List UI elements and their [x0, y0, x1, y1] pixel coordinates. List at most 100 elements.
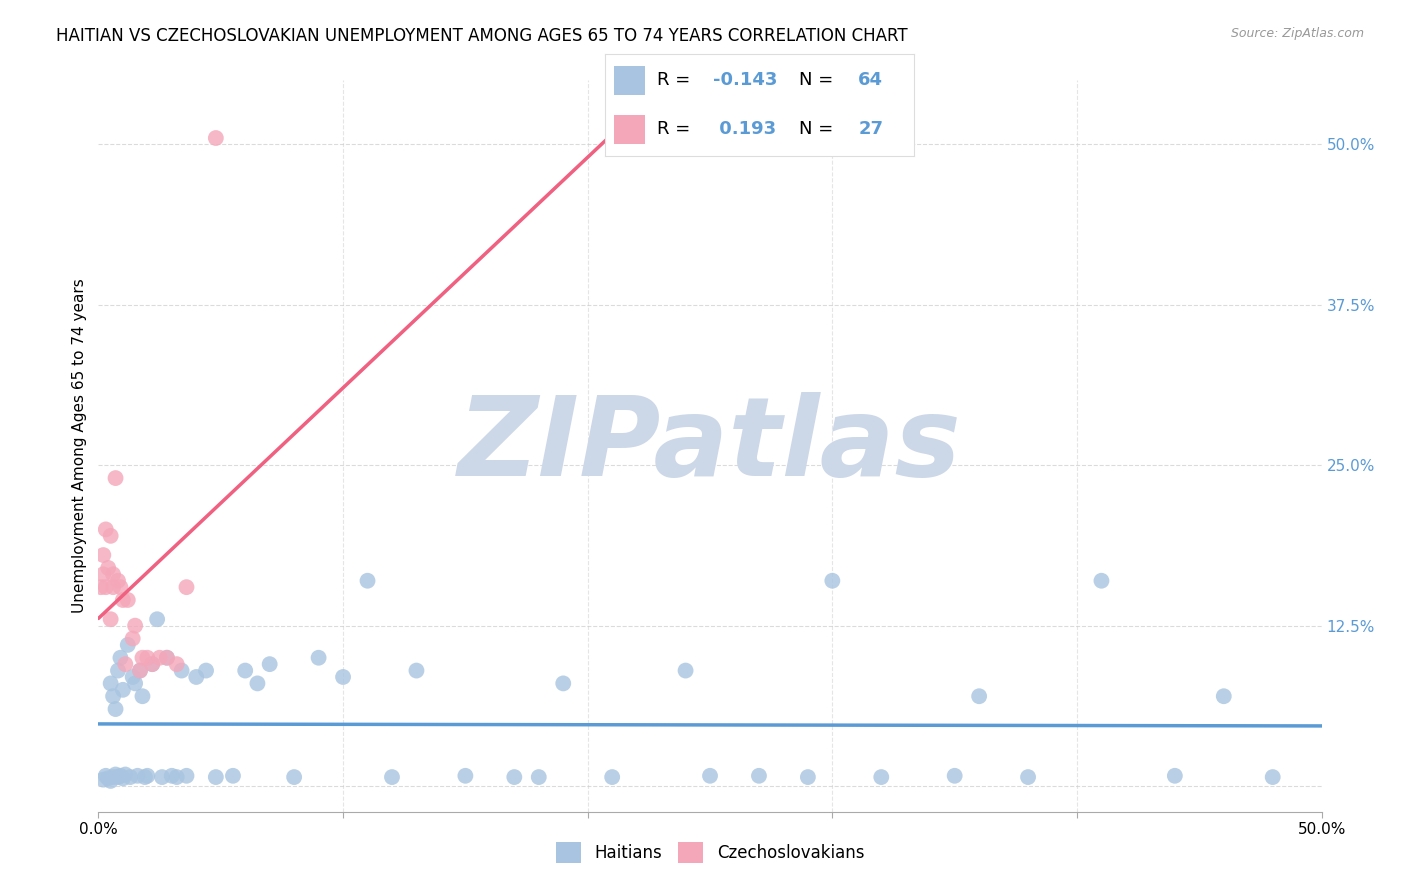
- Point: [141, 657, 163, 672]
- Point: [121, 670, 143, 684]
- Point: [107, 770, 129, 784]
- Point: [166, 657, 188, 672]
- Point: [356, 574, 378, 588]
- Point: [129, 664, 152, 678]
- Point: [308, 650, 330, 665]
- Point: [1017, 770, 1039, 784]
- Bar: [614, 115, 645, 144]
- Point: [1212, 690, 1234, 704]
- Point: [797, 770, 820, 784]
- Point: [205, 770, 228, 784]
- Point: [136, 650, 159, 665]
- Point: [259, 657, 281, 672]
- Point: [94, 769, 117, 783]
- Text: Source: ZipAtlas.com: Source: ZipAtlas.com: [1230, 27, 1364, 40]
- Point: [111, 682, 134, 697]
- Point: [131, 650, 153, 665]
- Point: [156, 650, 179, 665]
- Point: [110, 580, 132, 594]
- Legend: Haitians, Czechoslovakians: Haitians, Czechoslovakians: [550, 836, 870, 869]
- Point: [104, 767, 127, 781]
- Point: [100, 773, 122, 788]
- Point: [134, 770, 156, 784]
- Point: [943, 769, 966, 783]
- Text: 0.193: 0.193: [713, 120, 776, 138]
- Point: [156, 650, 179, 665]
- Point: [870, 770, 893, 784]
- Point: [405, 664, 427, 678]
- Point: [527, 770, 550, 784]
- Point: [1261, 770, 1284, 784]
- Point: [381, 770, 404, 784]
- Point: [150, 770, 173, 784]
- Y-axis label: Unemployment Among Ages 65 to 74 years: Unemployment Among Ages 65 to 74 years: [72, 278, 87, 614]
- Point: [91, 772, 114, 787]
- Point: [97, 772, 120, 786]
- Point: [91, 548, 114, 562]
- Point: [94, 523, 117, 537]
- Point: [195, 664, 218, 678]
- Text: R =: R =: [657, 71, 696, 89]
- Point: [107, 664, 129, 678]
- Point: [124, 618, 146, 632]
- Point: [124, 676, 146, 690]
- Point: [101, 580, 124, 594]
- Text: HAITIAN VS CZECHOSLOVAKIAN UNEMPLOYMENT AMONG AGES 65 TO 74 YEARS CORRELATION CH: HAITIAN VS CZECHOSLOVAKIAN UNEMPLOYMENT …: [56, 27, 908, 45]
- Point: [90, 580, 112, 594]
- Point: [821, 574, 844, 588]
- Point: [111, 772, 134, 786]
- Point: [454, 769, 477, 783]
- Point: [111, 593, 134, 607]
- Point: [91, 567, 114, 582]
- Point: [186, 670, 208, 684]
- Point: [283, 770, 305, 784]
- Point: [233, 664, 256, 678]
- Point: [117, 593, 139, 607]
- Point: [170, 664, 193, 678]
- Text: 27: 27: [858, 120, 883, 138]
- Point: [141, 657, 163, 672]
- Point: [97, 561, 120, 575]
- Point: [176, 580, 198, 594]
- Point: [222, 769, 245, 783]
- Point: [503, 770, 526, 784]
- Point: [100, 612, 122, 626]
- Point: [1164, 769, 1187, 783]
- Point: [121, 632, 143, 646]
- Point: [748, 769, 770, 783]
- Point: [101, 567, 124, 582]
- Point: [104, 471, 127, 485]
- Point: [246, 676, 269, 690]
- Point: [160, 769, 183, 783]
- Point: [136, 769, 159, 783]
- Point: [600, 770, 623, 784]
- Point: [114, 657, 136, 672]
- Point: [101, 770, 124, 784]
- Text: N =: N =: [800, 120, 839, 138]
- Point: [967, 690, 990, 704]
- Point: [146, 612, 169, 626]
- Point: [110, 769, 132, 783]
- Text: -0.143: -0.143: [713, 71, 778, 89]
- Point: [149, 650, 172, 665]
- Point: [100, 676, 122, 690]
- Point: [332, 670, 354, 684]
- Point: [100, 529, 122, 543]
- Point: [114, 767, 136, 781]
- Point: [107, 574, 129, 588]
- Point: [94, 580, 117, 594]
- Point: [131, 690, 153, 704]
- Point: [1090, 574, 1112, 588]
- Point: [110, 650, 132, 665]
- Point: [129, 664, 152, 678]
- Point: [699, 769, 721, 783]
- Point: [675, 664, 697, 678]
- Point: [101, 690, 124, 704]
- Bar: [614, 66, 645, 95]
- Text: N =: N =: [800, 71, 839, 89]
- Point: [205, 131, 228, 145]
- Point: [120, 770, 142, 784]
- Text: 64: 64: [858, 71, 883, 89]
- Point: [104, 702, 127, 716]
- Point: [127, 769, 149, 783]
